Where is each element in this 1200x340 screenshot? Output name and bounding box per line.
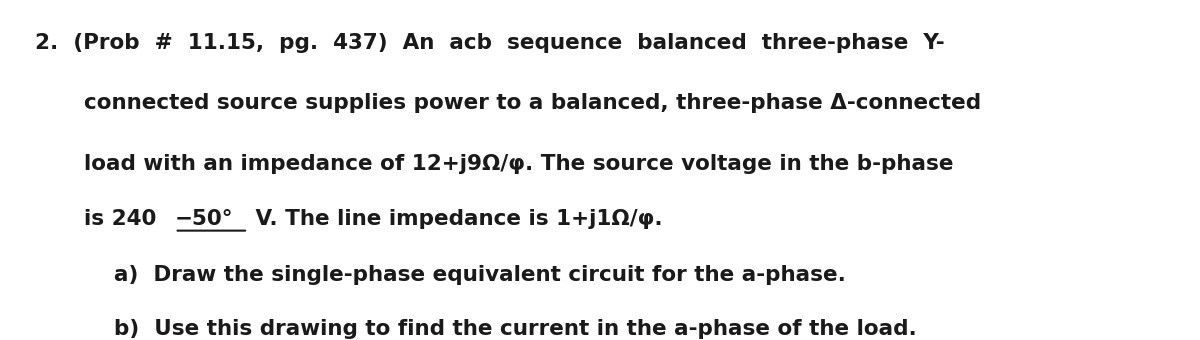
Text: is 240: is 240	[84, 208, 156, 228]
Text: load with an impedance of 12+j9Ω/φ. The source voltage in the b-phase: load with an impedance of 12+j9Ω/φ. The …	[84, 154, 954, 173]
Text: b)  Use this drawing to find the current in the a-phase of the load.: b) Use this drawing to find the current …	[114, 319, 917, 339]
Text: a)  Draw the single-phase equivalent circuit for the a-phase.: a) Draw the single-phase equivalent circ…	[114, 265, 846, 285]
Text: −50°: −50°	[175, 208, 233, 228]
Text: V. The line impedance is 1+j1Ω/φ.: V. The line impedance is 1+j1Ω/φ.	[248, 208, 662, 228]
Text: 2.  (Prob  #  11.15,  pg.  437)  An  acb  sequence  balanced  three-phase  Y-: 2. (Prob # 11.15, pg. 437) An acb sequen…	[35, 33, 944, 53]
Text: connected source supplies power to a balanced, three-phase Δ-connected: connected source supplies power to a bal…	[84, 94, 982, 113]
